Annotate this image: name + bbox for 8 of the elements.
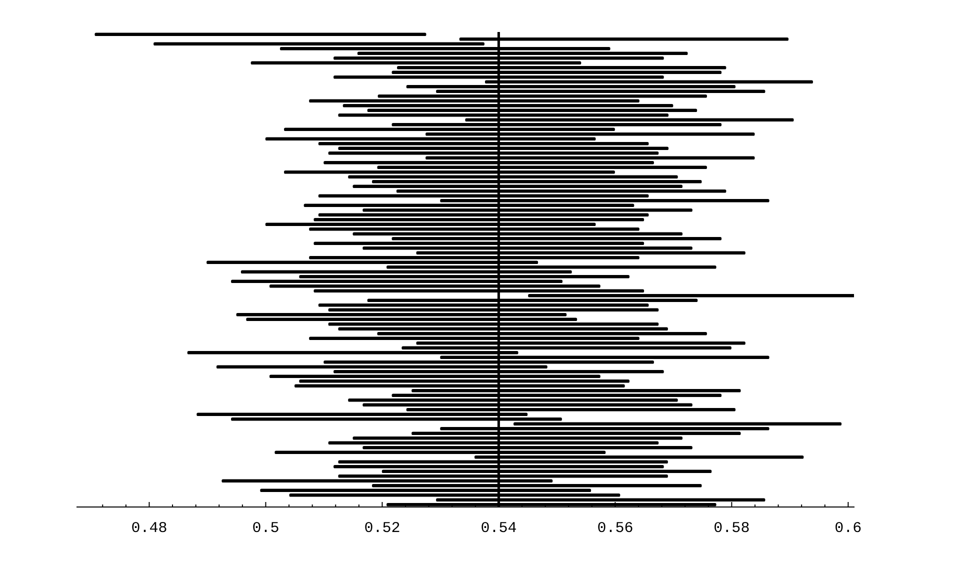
x-tick-label: 0.52 xyxy=(364,520,400,537)
x-tick-label: 0.48 xyxy=(131,520,168,537)
x-tick-label: 0.6 xyxy=(834,520,862,537)
x-tick-label: 0.5 xyxy=(252,520,280,537)
x-tick-label: 0.56 xyxy=(597,520,634,537)
x-tick-label: 0.54 xyxy=(480,520,517,537)
bar xyxy=(94,32,426,36)
x-tick-label: 0.58 xyxy=(714,520,750,537)
